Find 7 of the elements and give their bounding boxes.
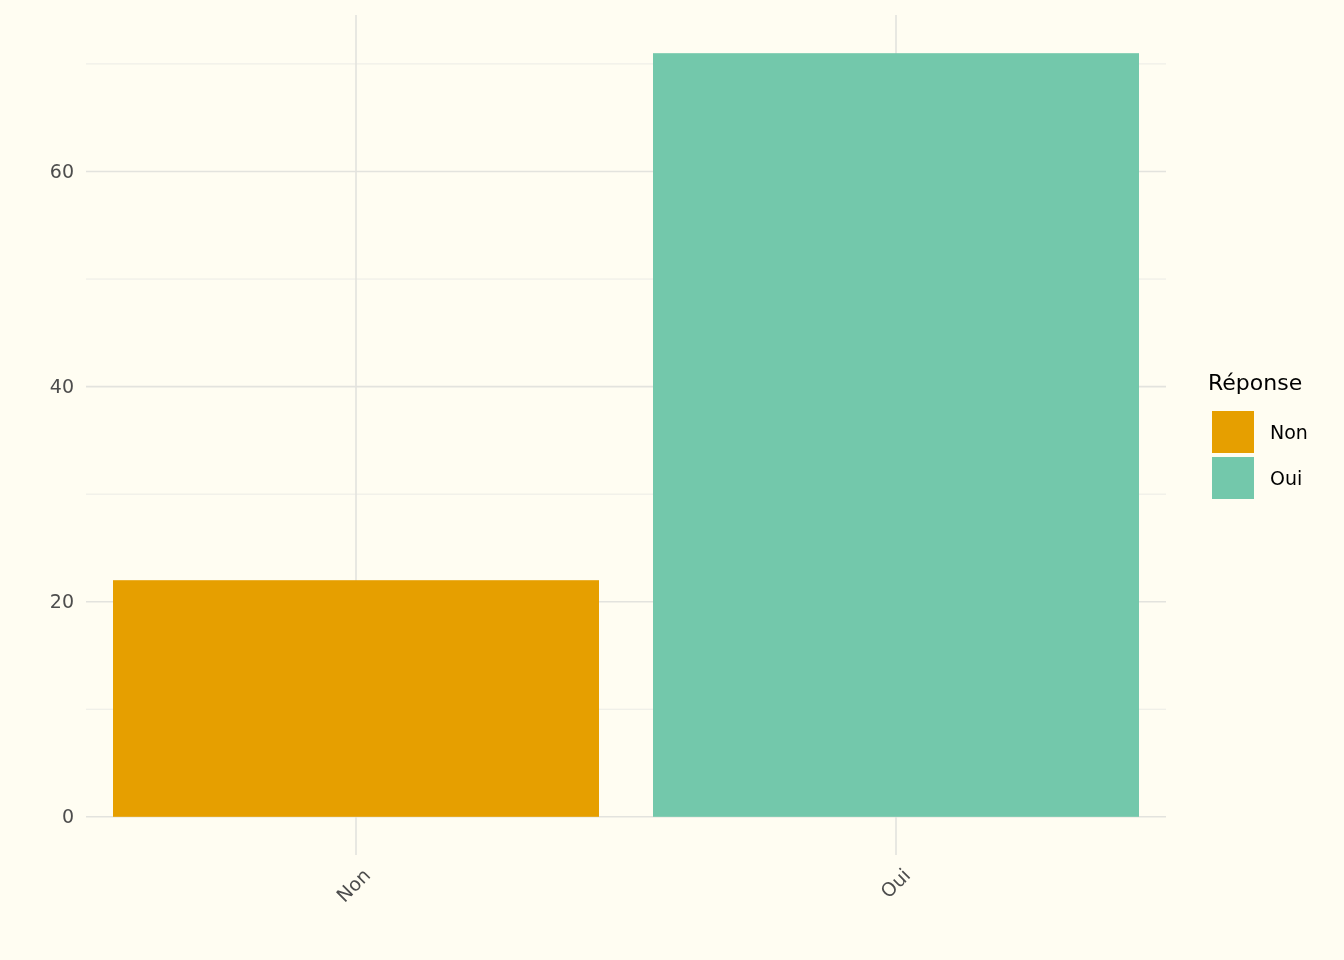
y-tick-label: 60	[49, 160, 74, 183]
y-tick-label: 20	[49, 590, 74, 613]
legend-title: Réponse	[1208, 370, 1303, 395]
y-tick-label: 0	[61, 805, 74, 828]
legend-label: Oui	[1270, 466, 1303, 489]
y-tick-label: 40	[49, 375, 74, 398]
legend-label: Non	[1270, 420, 1308, 443]
